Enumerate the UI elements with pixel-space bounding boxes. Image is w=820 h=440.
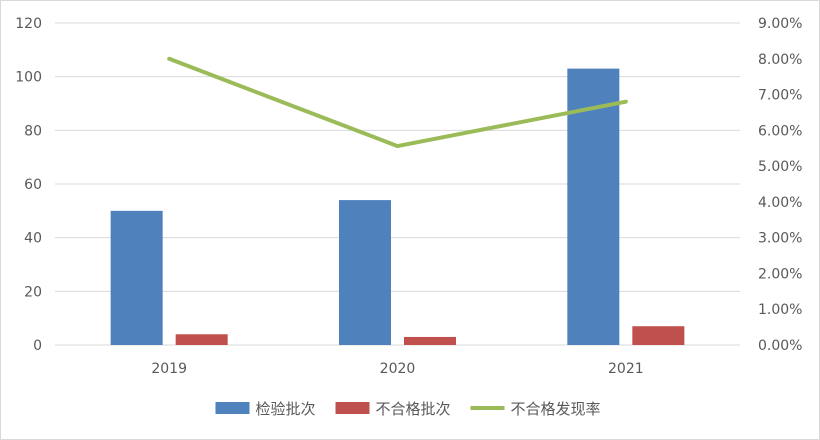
- y-left-tick-label: 100: [15, 70, 42, 86]
- bar-inspection-batches: [110, 210, 163, 345]
- y-right-tick-label: 8.00%: [758, 52, 802, 68]
- bar-inspection-batches: [567, 68, 620, 345]
- y-left-tick-label: 20: [24, 284, 42, 300]
- x-tick-label: 2021: [608, 361, 644, 377]
- line-failure-rate: [167, 56, 628, 149]
- legend-label: 检验批次: [256, 400, 316, 418]
- y-left-tick-label: 120: [15, 16, 42, 32]
- bar-failed-batches: [404, 336, 456, 345]
- bar-inspection-batches: [339, 200, 391, 345]
- y-left-tick-label: 80: [24, 123, 42, 139]
- y-left-tick-label: 0: [33, 338, 42, 354]
- y-right-tick-label: 6.00%: [758, 123, 802, 139]
- y-right-tick-label: 2.00%: [758, 266, 802, 282]
- legend-label: 不合格批次: [376, 400, 451, 418]
- legend-swatch: [335, 402, 370, 414]
- y-right-tick-label: 1.00%: [758, 302, 802, 318]
- bar-failed-batches: [632, 326, 685, 345]
- y-left-tick-label: 60: [24, 177, 42, 193]
- y-right-tick-label: 9.00%: [758, 16, 802, 32]
- y-left-tick-label: 40: [24, 231, 42, 247]
- legend-swatch: [215, 402, 250, 414]
- x-tick-label: 2020: [380, 361, 416, 377]
- y-right-tick-label: 5.00%: [758, 159, 802, 175]
- y-right-tick-label: 4.00%: [758, 195, 802, 211]
- y-right-tick-label: 0.00%: [758, 338, 802, 354]
- y-right-tick-label: 3.00%: [758, 231, 802, 247]
- bar-failed-batches: [175, 334, 228, 345]
- x-tick-label: 2019: [151, 361, 187, 377]
- y-right-tick-label: 7.00%: [758, 88, 802, 104]
- legend-label: 不合格发现率: [511, 400, 601, 418]
